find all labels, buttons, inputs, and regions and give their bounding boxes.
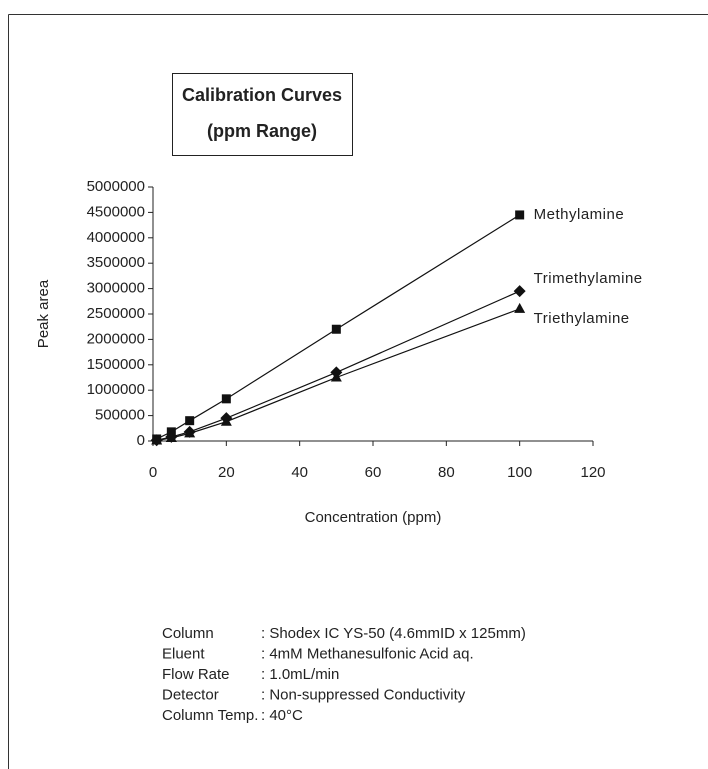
y-tick-label: 4500000 [87, 203, 145, 220]
y-tick-label: 500000 [95, 407, 145, 424]
chart-subtitle: (ppm Range) [207, 121, 317, 141]
y-axis-label: Peak area [35, 279, 52, 348]
data-point [221, 394, 231, 404]
x-tick-label: 0 [149, 464, 157, 481]
condition-label: Column [162, 625, 214, 642]
condition-label: Detector [162, 686, 219, 703]
series-label: Trimethylamine [534, 270, 643, 287]
x-tick-label: 40 [291, 464, 308, 481]
condition-value: : 1.0mL/min [261, 666, 339, 683]
condition-value: : Non-suppressed Conductivity [261, 686, 466, 703]
y-tick-label: 4000000 [87, 229, 145, 246]
condition-label: Column Temp. [162, 707, 258, 724]
data-point [220, 415, 232, 426]
condition-value: : 40°C [261, 707, 303, 724]
data-point [184, 427, 196, 438]
data-point [331, 324, 341, 334]
x-tick-label: 100 [507, 464, 532, 481]
title-box [172, 73, 353, 156]
data-point [151, 434, 163, 445]
condition-label: Flow Rate [162, 666, 230, 683]
y-tick-label: 1000000 [87, 381, 145, 398]
x-tick-label: 120 [580, 464, 605, 481]
y-tick-label: 0 [137, 432, 145, 449]
y-tick-label: 3000000 [87, 280, 145, 297]
data-point [165, 431, 177, 442]
data-point [514, 302, 526, 313]
x-tick-label: 80 [438, 464, 455, 481]
data-point [185, 416, 195, 426]
chart-title: Calibration Curves [182, 85, 342, 105]
series-label: Methylamine [534, 206, 625, 223]
y-tick-label: 1500000 [87, 356, 145, 373]
data-point [513, 285, 526, 298]
x-axis-label: Concentration (ppm) [305, 509, 442, 526]
data-point [515, 210, 525, 220]
x-tick-label: 20 [218, 464, 235, 481]
y-tick-label: 2000000 [87, 330, 145, 347]
condition-label: Eluent [162, 645, 205, 662]
y-tick-label: 2500000 [87, 305, 145, 322]
y-tick-label: 3500000 [87, 254, 145, 271]
series-line [156, 290, 520, 441]
data-point [330, 371, 342, 382]
condition-value: : 4mM Methanesulfonic Acid aq. [261, 645, 474, 662]
condition-value: : Shodex IC YS-50 (4.6mmID x 125mm) [261, 625, 526, 642]
y-tick-label: 5000000 [87, 178, 145, 195]
series-label: Triethylamine [534, 310, 630, 327]
x-tick-label: 60 [365, 464, 382, 481]
